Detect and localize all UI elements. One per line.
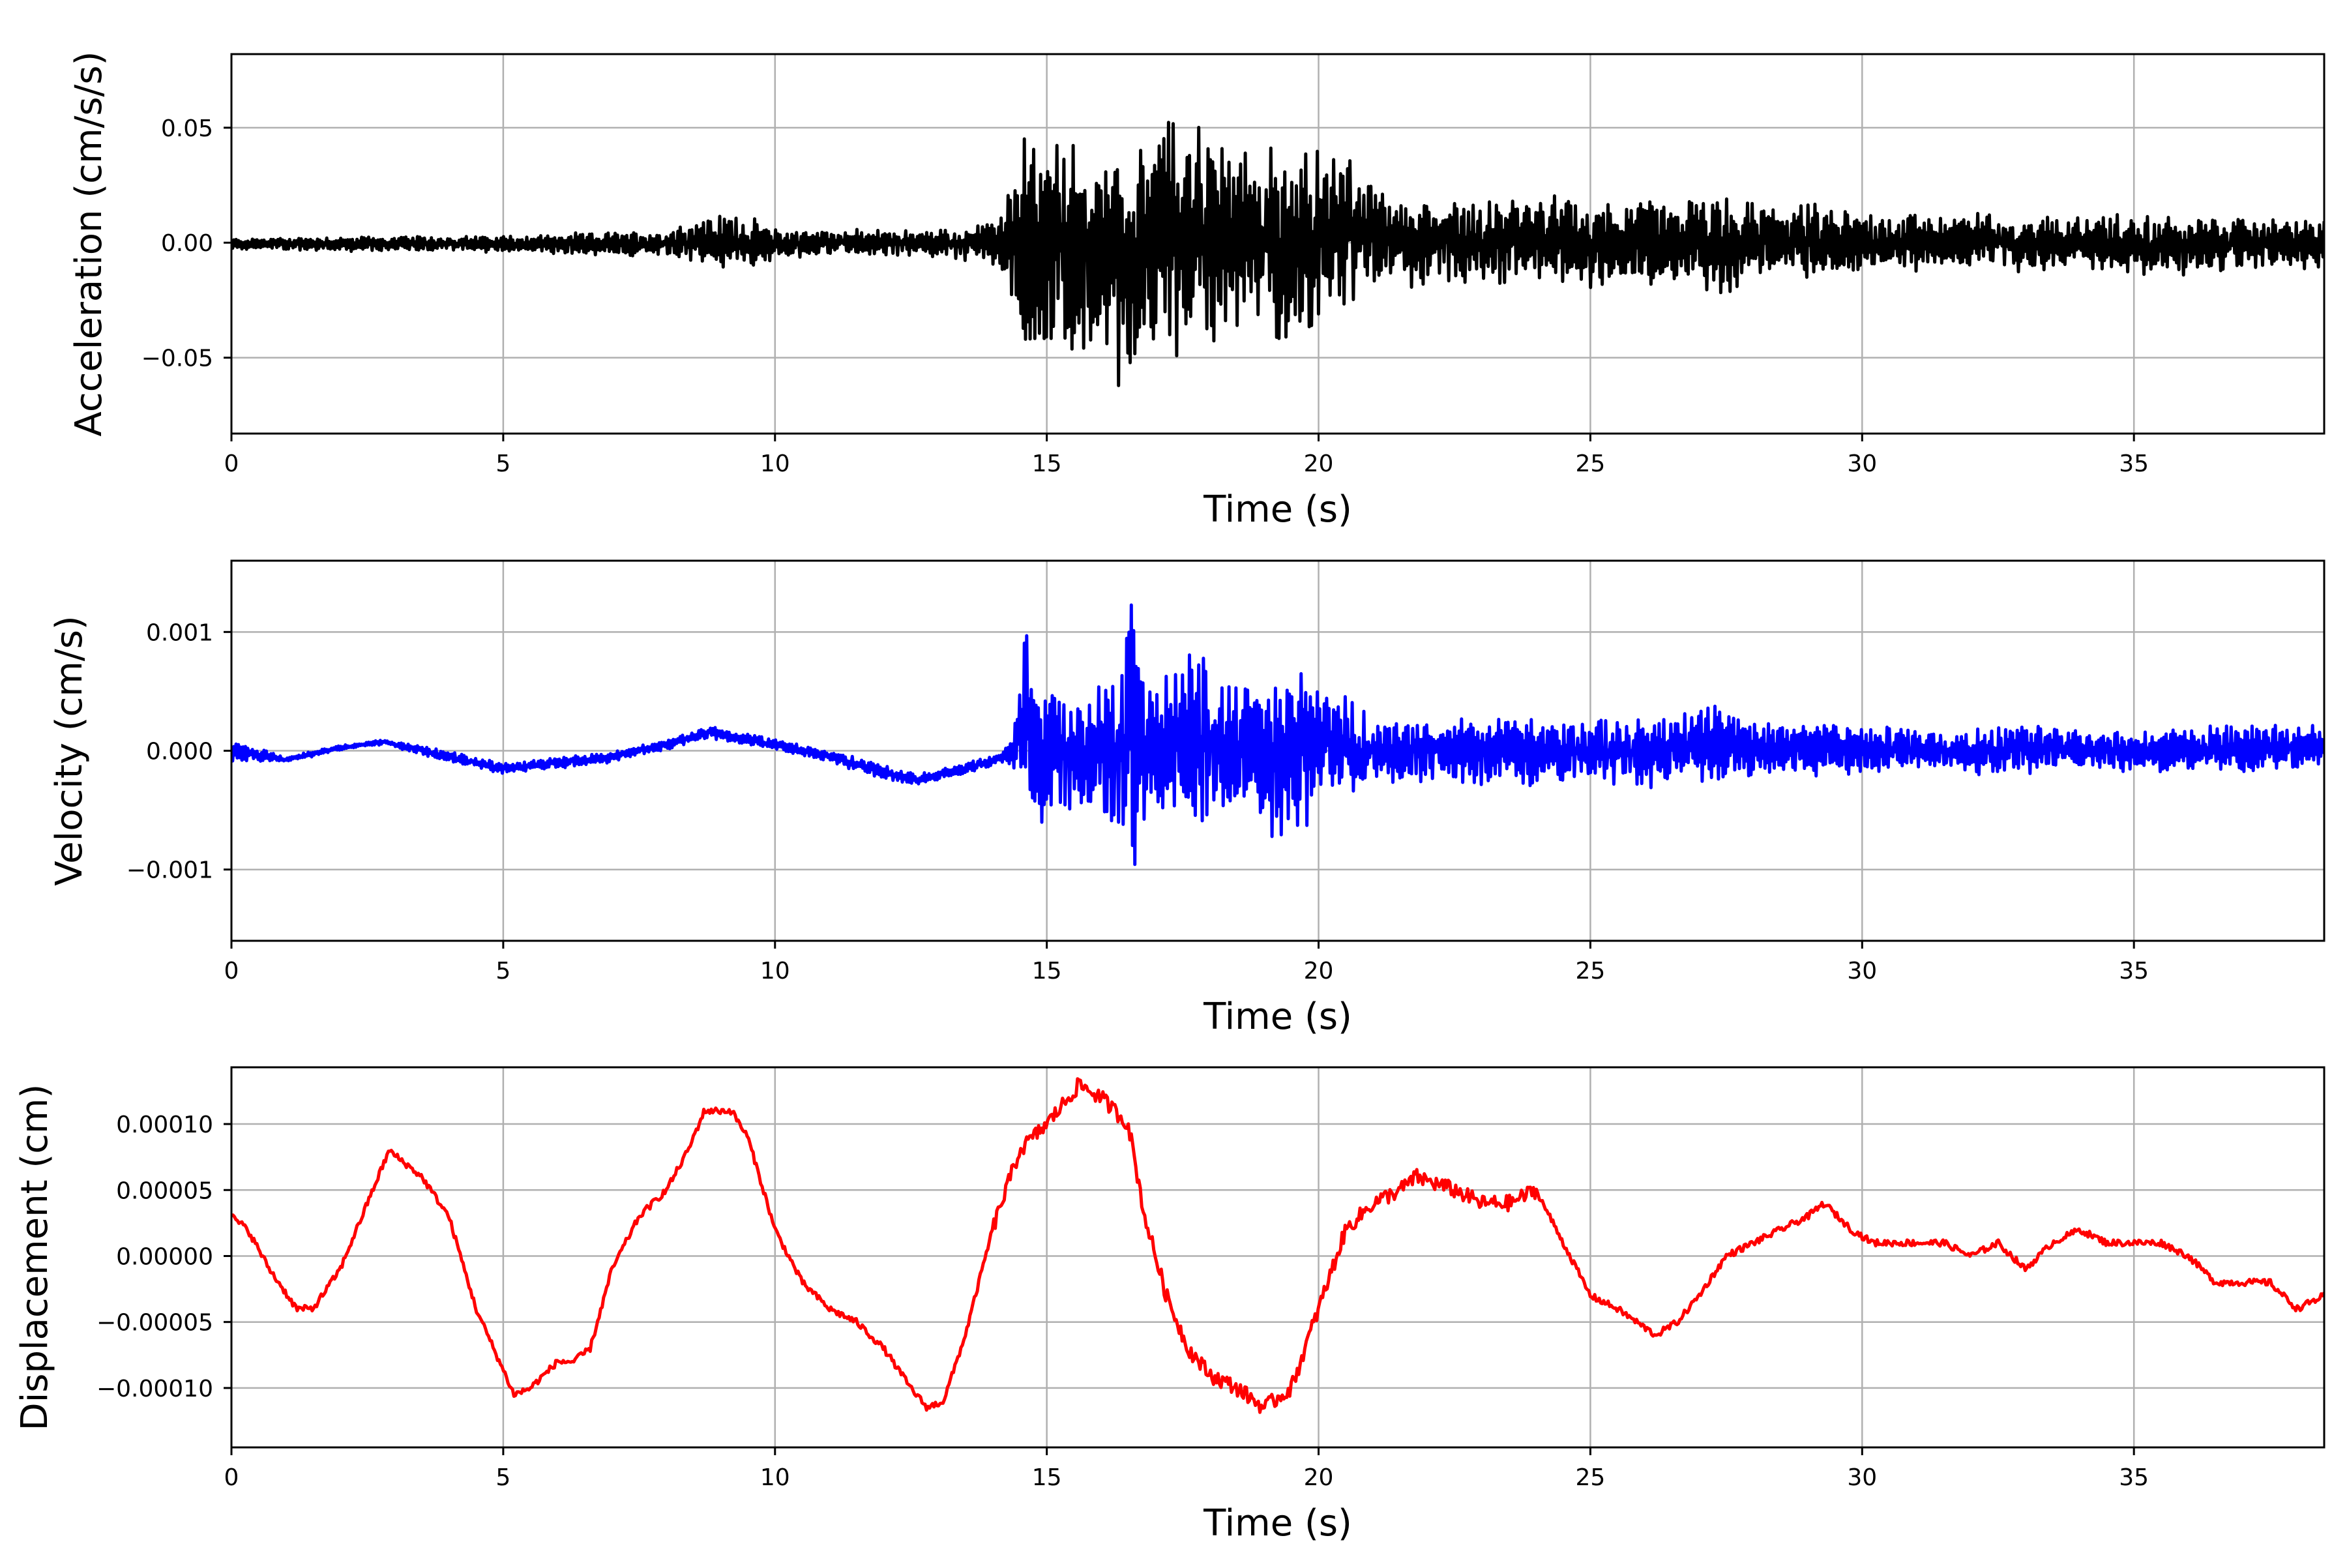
- displacement-x-tick-label: 20: [1304, 1464, 1334, 1491]
- displacement-series-line: [231, 1077, 2324, 1414]
- acceleration-y-tick-label: 0.00: [161, 230, 213, 257]
- acceleration-x-tick-label: 10: [760, 451, 790, 477]
- velocity-y-tick-label: −0.001: [126, 857, 213, 884]
- acceleration-series-line: [231, 121, 2324, 387]
- displacement-x-axis-label: Time (s): [1203, 1502, 1352, 1545]
- velocity-y-tick-label: 0.000: [146, 739, 213, 765]
- displacement-y-tick-label: −0.00010: [96, 1376, 213, 1402]
- acceleration-x-tick-label: 25: [1576, 451, 1606, 477]
- acceleration-x-tick-label: 30: [1847, 451, 1877, 477]
- acceleration-y-axis-label: Acceleration (cm/s/s): [68, 52, 110, 437]
- acceleration-x-tick-label: 0: [224, 451, 239, 477]
- acceleration-x-tick-label: 5: [495, 451, 510, 477]
- velocity-x-tick-label: 35: [2119, 958, 2149, 984]
- displacement-x-tick-label: 35: [2119, 1464, 2149, 1491]
- acceleration-x-tick-label: 35: [2119, 451, 2149, 477]
- displacement-x-tick-label: 0: [224, 1464, 239, 1491]
- displacement-y-axis-label: Displacement (cm): [14, 1084, 56, 1431]
- velocity-x-tick-label: 0: [224, 958, 239, 984]
- velocity-x-tick-label: 15: [1032, 958, 1062, 984]
- velocity-x-tick-label: 25: [1576, 958, 1606, 984]
- displacement-x-tick-label: 15: [1032, 1464, 1062, 1491]
- displacement-axes-frame: [230, 1066, 2325, 1449]
- displacement-y-tick-label: −0.00005: [96, 1310, 213, 1337]
- displacement-x-tick-label: 10: [760, 1464, 790, 1491]
- displacement-x-tick-label: 25: [1576, 1464, 1606, 1491]
- velocity-x-tick-label: 20: [1304, 958, 1334, 984]
- displacement-y-tick-label: 0.00005: [116, 1177, 213, 1204]
- acceleration-x-tick-label: 15: [1032, 451, 1062, 477]
- displacement-panel: 0 5 10 15 20 25 30 35 −0.00010 −0.00005 0.00000 0.0…: [14, 1066, 2325, 1545]
- acceleration-x-axis-label: Time (s): [1203, 488, 1352, 531]
- acceleration-y-tick-label: −0.05: [141, 346, 213, 372]
- velocity-x-tick-label: 5: [495, 958, 510, 984]
- acceleration-y-tick-label: 0.05: [161, 115, 213, 142]
- velocity-y-tick-label: 0.001: [146, 619, 213, 646]
- displacement-x-tick-label: 5: [495, 1464, 510, 1491]
- displacement-x-tick-label: 30: [1847, 1464, 1877, 1491]
- velocity-x-tick-label: 30: [1847, 958, 1877, 984]
- acceleration-panel: 0 5 10 15 20 25 30 35 −0.05 0.00 0.05 Time (s) Accel…: [68, 52, 2325, 531]
- displacement-y-tick-label: 0.00000: [116, 1243, 213, 1270]
- velocity-panel: 0 5 10 15 20 25 30 35 −0.001 0.000 0.001 Time (s) Ve…: [48, 559, 2325, 1038]
- velocity-x-tick-label: 10: [760, 958, 790, 984]
- velocity-x-axis-label: Time (s): [1203, 996, 1352, 1038]
- velocity-series-line: [231, 603, 2324, 866]
- acceleration-x-tick-label: 20: [1304, 451, 1334, 477]
- velocity-y-axis-label: Velocity (cm/s): [48, 615, 91, 886]
- displacement-y-tick-label: 0.00010: [116, 1112, 213, 1138]
- acceleration-axes-frame: [230, 53, 2325, 435]
